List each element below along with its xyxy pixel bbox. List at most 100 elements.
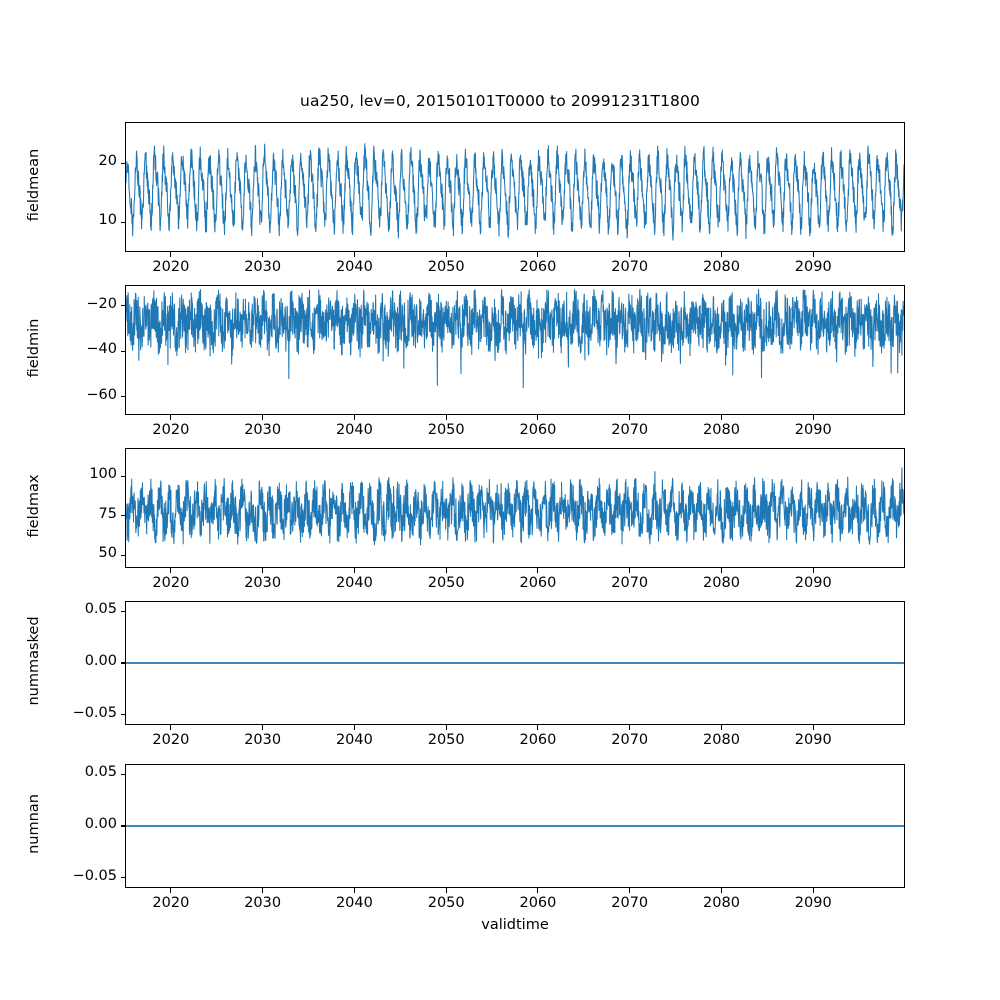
x-tick-mark: [170, 415, 172, 420]
x-tick-mark: [720, 415, 722, 420]
x-tick-mark: [445, 888, 447, 893]
y-axis-label-numnan: numnan: [26, 794, 42, 854]
x-tick-label: 2090: [794, 575, 832, 591]
x-tick-mark: [262, 725, 264, 730]
x-tick-label: 2060: [519, 575, 557, 591]
x-tick-label: 2030: [244, 732, 282, 748]
y-tick-label: 50: [98, 545, 117, 562]
plot-panel-fieldmax: [125, 448, 905, 568]
x-tick-mark: [353, 888, 355, 893]
x-tick-label: 2040: [335, 895, 373, 911]
x-tick-label: 2070: [611, 422, 649, 438]
x-tick-mark: [720, 888, 722, 893]
x-tick-mark: [353, 252, 355, 257]
x-tick-mark: [629, 252, 631, 257]
x-tick-mark: [262, 568, 264, 573]
x-tick-label: 2090: [794, 895, 832, 911]
y-tick-label: 0.00: [84, 653, 117, 669]
x-tick-label: 2080: [703, 422, 740, 438]
y-tick-label: 20: [98, 153, 117, 170]
x-tick-label: 2090: [794, 422, 832, 438]
plot-panel-nummasked: [125, 601, 905, 725]
x-tick-label: 2020: [152, 422, 190, 438]
x-axis-label: validtime: [481, 917, 549, 933]
x-tick-mark: [537, 415, 539, 420]
x-tick-mark: [537, 568, 539, 573]
x-tick-label: 2040: [335, 575, 373, 591]
x-tick-mark: [812, 725, 814, 730]
y-tick-label: −0.05: [72, 704, 117, 721]
x-tick-label: 2080: [703, 259, 740, 275]
y-tick-mark: [120, 825, 125, 827]
x-tick-mark: [812, 888, 814, 893]
x-tick-label: 2030: [244, 895, 282, 911]
x-tick-mark: [720, 725, 722, 730]
x-tick-label: 2050: [427, 259, 465, 275]
y-tick-label: 0.05: [84, 601, 117, 618]
x-tick-label: 2020: [152, 732, 190, 748]
y-tick-label: 10: [98, 212, 117, 229]
x-tick-mark: [537, 252, 539, 257]
y-tick-label: 100: [89, 466, 117, 483]
y-tick-label: −60: [86, 386, 117, 403]
x-tick-label: 2060: [519, 259, 557, 275]
plot-panel-numnan: [125, 764, 905, 888]
x-tick-mark: [353, 568, 355, 573]
x-tick-mark: [170, 568, 172, 573]
y-tick-label: 0.05: [84, 764, 117, 781]
chart-title: ua250, lev=0, 20150101T0000 to 20991231T…: [300, 92, 700, 110]
x-tick-label: 2050: [427, 422, 465, 438]
y-tick-mark: [120, 515, 125, 517]
x-tick-label: 2020: [152, 895, 190, 911]
x-tick-mark: [262, 888, 264, 893]
x-tick-label: 2060: [519, 732, 557, 748]
x-tick-mark: [353, 725, 355, 730]
x-tick-label: 2070: [611, 575, 649, 591]
x-tick-mark: [170, 252, 172, 257]
y-tick-mark: [120, 877, 125, 879]
x-tick-label: 2090: [794, 732, 832, 748]
y-tick-mark: [120, 396, 125, 398]
y-tick-label: 0.00: [84, 816, 117, 832]
x-tick-label: 2030: [244, 575, 282, 591]
x-tick-label: 2070: [611, 259, 649, 275]
x-tick-mark: [720, 568, 722, 573]
x-tick-label: 2060: [519, 895, 557, 911]
x-tick-mark: [812, 568, 814, 573]
x-tick-label: 2050: [427, 895, 465, 911]
x-tick-mark: [445, 415, 447, 420]
y-tick-mark: [120, 662, 125, 664]
x-tick-mark: [537, 725, 539, 730]
y-tick-mark: [120, 773, 125, 775]
y-tick-label: −20: [86, 295, 117, 312]
x-tick-mark: [812, 252, 814, 257]
x-tick-label: 2040: [335, 422, 373, 438]
x-tick-mark: [812, 415, 814, 420]
y-tick-mark: [120, 714, 125, 716]
x-tick-label: 2050: [427, 732, 465, 748]
plot-panel-fieldmean: [125, 122, 905, 252]
y-tick-mark: [120, 610, 125, 612]
x-tick-mark: [445, 725, 447, 730]
x-tick-label: 2080: [703, 732, 740, 748]
x-tick-mark: [262, 415, 264, 420]
x-tick-label: 2080: [703, 575, 740, 591]
x-tick-label: 2030: [244, 259, 282, 275]
y-tick-label: −0.05: [72, 867, 117, 884]
x-tick-mark: [629, 888, 631, 893]
x-tick-mark: [629, 415, 631, 420]
x-tick-mark: [353, 415, 355, 420]
x-tick-label: 2060: [519, 422, 557, 438]
x-tick-label: 2030: [244, 422, 282, 438]
y-tick-mark: [120, 162, 125, 164]
x-tick-label: 2020: [152, 575, 190, 591]
x-tick-mark: [262, 252, 264, 257]
y-tick-mark: [120, 221, 125, 223]
x-tick-mark: [170, 725, 172, 730]
x-tick-label: 2040: [335, 732, 373, 748]
y-tick-mark: [120, 350, 125, 352]
x-tick-mark: [629, 725, 631, 730]
plot-panel-fieldmin: [125, 285, 905, 415]
x-tick-mark: [445, 568, 447, 573]
